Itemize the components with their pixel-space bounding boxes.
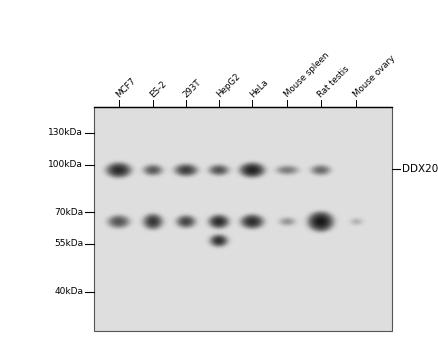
Text: Mouse ovary: Mouse ovary	[352, 54, 397, 99]
Text: 40kDa: 40kDa	[54, 287, 83, 296]
Text: HeLa: HeLa	[248, 77, 270, 99]
Text: Mouse spleen: Mouse spleen	[283, 51, 332, 99]
Text: 100kDa: 100kDa	[48, 160, 83, 169]
Text: ES-2: ES-2	[148, 79, 169, 99]
Text: 55kDa: 55kDa	[54, 239, 83, 248]
Text: DDX20: DDX20	[402, 164, 438, 174]
Text: 130kDa: 130kDa	[48, 128, 83, 138]
Bar	[94, 107, 392, 331]
Text: HepG2: HepG2	[215, 72, 242, 99]
Text: MCF7: MCF7	[114, 76, 138, 99]
Text: Rat testis: Rat testis	[316, 64, 351, 99]
Text: 293T: 293T	[182, 77, 203, 99]
Text: 70kDa: 70kDa	[54, 208, 83, 217]
